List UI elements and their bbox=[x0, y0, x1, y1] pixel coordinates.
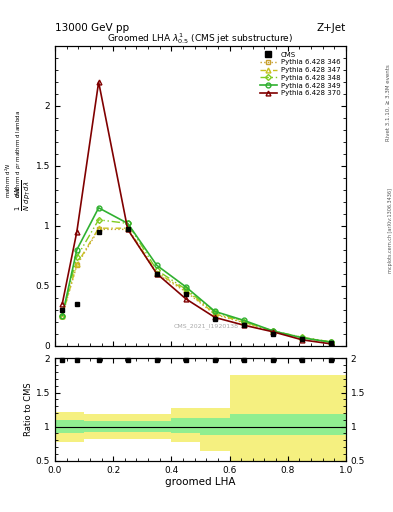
Title: Groomed LHA $\lambda^{1}_{0.5}$ (CMS jet substructure): Groomed LHA $\lambda^{1}_{0.5}$ (CMS jet… bbox=[107, 31, 294, 46]
X-axis label: groomed LHA: groomed LHA bbox=[165, 477, 236, 487]
Text: CMS_2021_I1920138: CMS_2021_I1920138 bbox=[174, 324, 239, 329]
Y-axis label: Ratio to CMS: Ratio to CMS bbox=[24, 383, 33, 436]
Text: mcplots.cern.ch [arXiv:1306.3436]: mcplots.cern.ch [arXiv:1306.3436] bbox=[387, 188, 393, 273]
Text: $\mathrm{mathrm\ d}^2N$
$\mathrm{mathrm\ d}\ p_T\ \mathrm{mathrm\ d\ lambda}$: $\mathrm{mathrm\ d}^2N$ $\mathrm{mathrm\… bbox=[4, 110, 24, 198]
Text: Z+Jet: Z+Jet bbox=[317, 23, 346, 33]
Legend: CMS, Pythia 6.428 346, Pythia 6.428 347, Pythia 6.428 348, Pythia 6.428 349, Pyt: CMS, Pythia 6.428 346, Pythia 6.428 347,… bbox=[258, 50, 342, 98]
Text: 13000 GeV pp: 13000 GeV pp bbox=[55, 23, 129, 33]
Y-axis label: $\frac{1}{N}\,\frac{dN}{dp_T\,d\lambda}$: $\frac{1}{N}\,\frac{dN}{dp_T\,d\lambda}$ bbox=[14, 180, 33, 211]
Text: Rivet 3.1.10, ≥ 3.3M events: Rivet 3.1.10, ≥ 3.3M events bbox=[386, 64, 391, 141]
